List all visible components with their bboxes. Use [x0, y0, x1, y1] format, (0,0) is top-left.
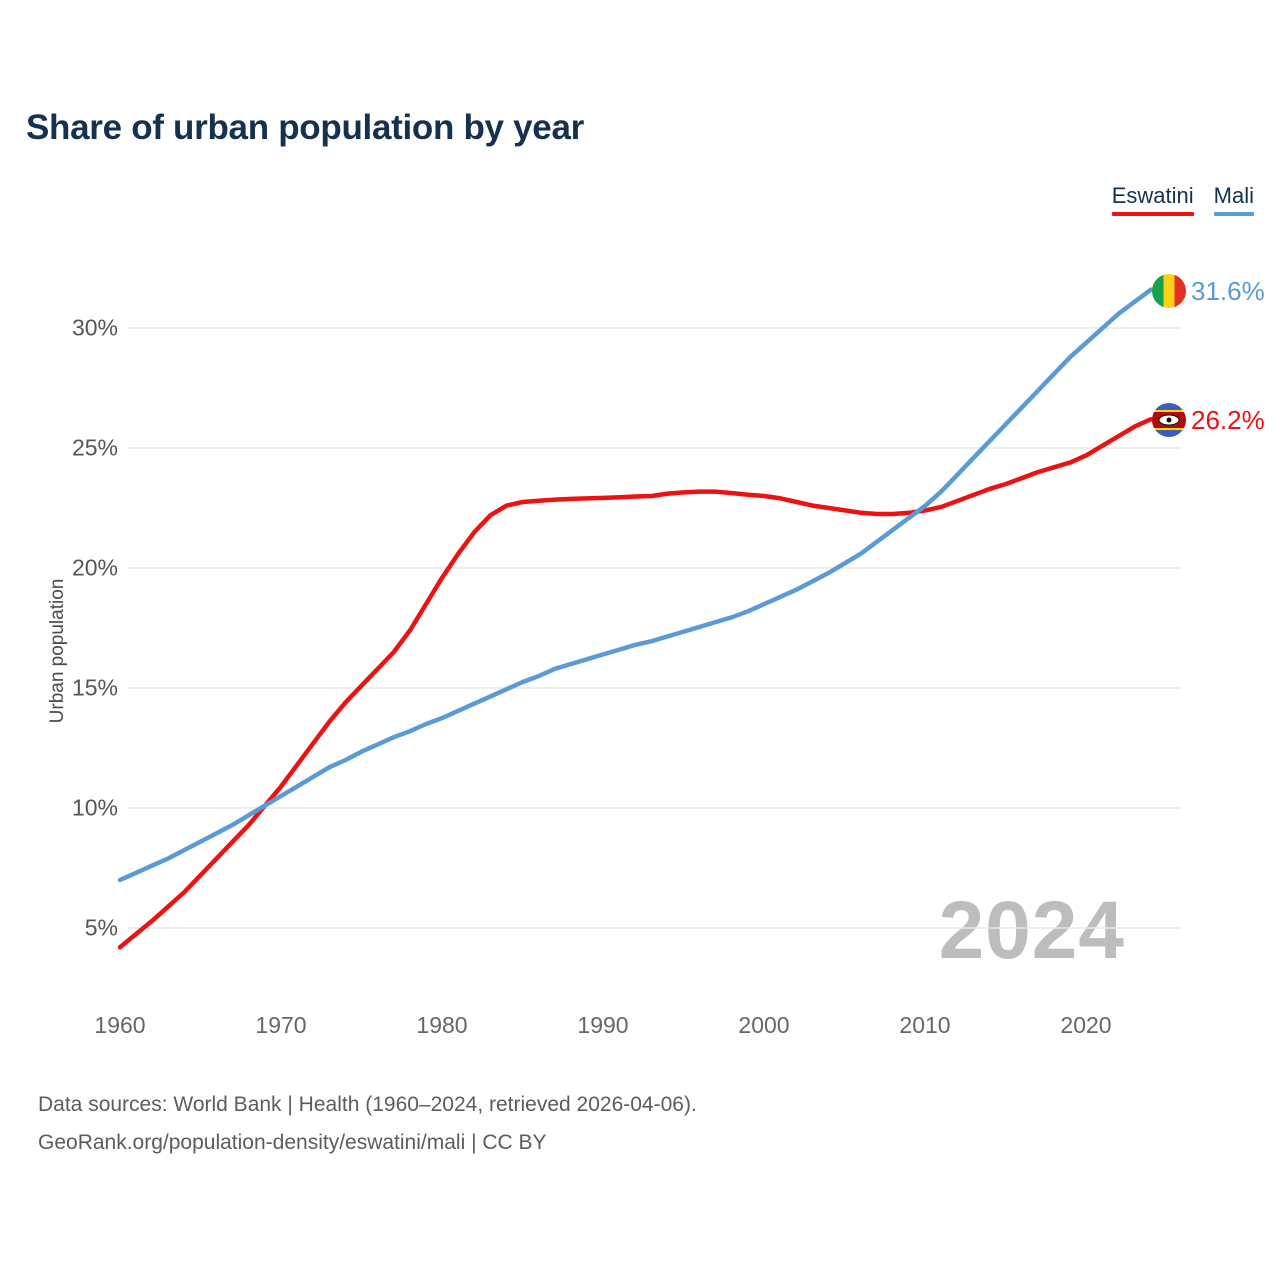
footer: Data sources: World Bank | Health (1960–… — [38, 1086, 697, 1162]
gridlines — [128, 327, 1180, 929]
series-lines — [117, 287, 1154, 950]
legend-label-mali: Mali — [1213, 183, 1254, 208]
eswatini-flag-icon — [1152, 403, 1186, 437]
year-watermark: 2024 — [938, 885, 1125, 976]
series-line-mali — [117, 287, 1154, 883]
mali-flag-icon — [1152, 274, 1186, 308]
footer-data-sources: Data sources: World Bank | Health (1960–… — [38, 1093, 697, 1116]
y-tick-label-10: 10% — [71, 794, 118, 821]
series-line-eswatini — [117, 416, 1154, 950]
footer-attribution: GeoRank.org/population-density/eswatini/… — [38, 1131, 547, 1154]
end-label-eswatini: 26.2% — [1152, 403, 1265, 437]
legend-item-eswatini[interactable]: Eswatini — [1111, 183, 1194, 216]
y-tick-label-25: 25% — [71, 434, 118, 461]
legend-swatch-eswatini — [1111, 212, 1194, 216]
page-title: Share of urban population by year — [26, 108, 584, 147]
end-value-eswatini: 26.2% — [1191, 405, 1265, 435]
y-tick-label-20: 20% — [71, 554, 118, 581]
legend: Eswatini Mali — [1111, 183, 1254, 216]
y-tick-label-5: 5% — [84, 914, 118, 941]
end-value-mali: 31.6% — [1191, 276, 1265, 306]
x-tick-label-2010: 2010 — [899, 1012, 951, 1038]
legend-swatch-mali — [1213, 212, 1254, 216]
x-tick-label-1970: 1970 — [255, 1012, 307, 1038]
x-tick-label-1960: 1960 — [94, 1012, 146, 1038]
x-tick-label-2000: 2000 — [738, 1012, 790, 1038]
x-tick-label-2020: 2020 — [1060, 1012, 1112, 1038]
x-tick-label-1980: 1980 — [416, 1012, 468, 1038]
x-tick-label-1990: 1990 — [577, 1012, 629, 1038]
y-tick-label-30: 30% — [71, 314, 118, 341]
legend-label-eswatini: Eswatini — [1111, 183, 1194, 208]
end-label-mali: 31.6% — [1152, 274, 1265, 308]
y-tick-label-15: 15% — [71, 674, 118, 701]
legend-item-mali[interactable]: Mali — [1213, 183, 1254, 216]
